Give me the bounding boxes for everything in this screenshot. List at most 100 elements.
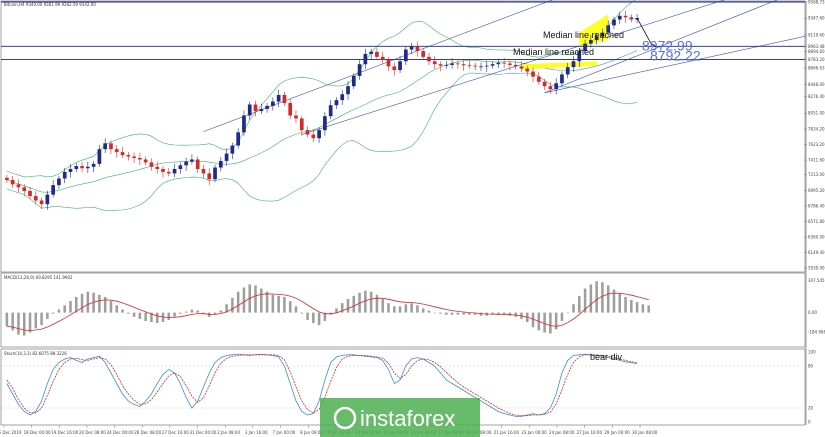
macd-bar	[51, 312, 55, 314]
candle-body	[91, 163, 96, 167]
candle-body	[10, 179, 15, 185]
time-tick-label: 24 Jan 08:00	[549, 430, 575, 435]
candle-body	[583, 43, 587, 52]
macd-axis: 307.545 0.00 -184.9660	[808, 278, 825, 335]
candle-body	[213, 167, 217, 180]
macd-bar	[358, 292, 361, 313]
stoch-axis: 100 80 20 0	[808, 350, 816, 425]
macd-bar	[421, 308, 425, 313]
macd-bar	[69, 301, 72, 313]
candle-body	[201, 168, 206, 174]
macd-bar	[260, 288, 263, 313]
macd-bar	[98, 294, 101, 313]
candle-body	[132, 156, 136, 159]
projection-arrow	[636, 17, 658, 48]
price-tick-label: 8783.20	[808, 57, 825, 62]
candle-body	[444, 64, 449, 66]
candle-body	[450, 63, 454, 65]
candle-body	[536, 76, 541, 82]
candle-body	[22, 187, 27, 191]
bollinger-upper	[6, 0, 636, 178]
candle-body	[126, 155, 131, 157]
candle-body	[218, 160, 223, 168]
stoch-tick-label: 0	[808, 420, 811, 425]
andrews-pitchfork	[203, 0, 806, 135]
candle-body	[51, 185, 55, 195]
macd-bar	[473, 312, 477, 315]
candle-body	[565, 67, 570, 75]
candle-body	[16, 184, 21, 188]
candle-body	[502, 62, 506, 64]
candle-body	[103, 143, 108, 150]
candle-body	[271, 101, 275, 106]
macd-bar	[236, 291, 240, 313]
macd-bar	[132, 312, 136, 317]
macd-bar	[450, 312, 454, 315]
time-tick-label: 27 Dec 16:00	[162, 430, 189, 435]
macd-signal-polyline	[6, 292, 649, 331]
candle-body	[288, 103, 293, 116]
time-tick-label: 2 Jan 08:00	[217, 430, 240, 435]
instaforex-watermark: instaforex	[320, 398, 480, 437]
price-tick-label: 7834.20	[808, 127, 825, 132]
macd-bar	[502, 312, 506, 315]
candle-body	[427, 56, 431, 62]
candle-body	[334, 100, 339, 106]
price-panel: Bitcoin,H4 9340.00 9361.99 9282.59 9342.…	[0, 0, 806, 273]
candle-body	[265, 105, 269, 109]
candle-body	[548, 86, 553, 90]
macd-bar	[28, 312, 32, 333]
candle-body	[525, 68, 530, 72]
macd-bar	[554, 312, 558, 330]
macd-bar	[445, 312, 448, 315]
candle-body	[80, 166, 84, 169]
candle-body	[155, 166, 160, 169]
time-tick-label: 19 Dec 16:00	[51, 430, 78, 435]
annotation-median-2: Median line reached	[513, 47, 594, 57]
candle-body	[409, 46, 414, 50]
macd-bar	[271, 294, 275, 313]
macd-tick-label: 0.00	[808, 310, 817, 315]
macd-bar	[288, 301, 292, 313]
stoch-tick-label: 80	[808, 364, 814, 369]
macd-bar	[300, 312, 304, 314]
macd-bar	[456, 312, 460, 315]
candle-body	[629, 17, 634, 20]
candle-body	[62, 171, 67, 179]
candle-body	[519, 66, 524, 69]
price-tick-label: 6149.40	[808, 250, 825, 255]
macd-bar	[346, 299, 350, 313]
macd-bar	[196, 310, 199, 313]
candle-body	[282, 94, 287, 104]
macd-bar	[340, 303, 344, 313]
macd-bar	[364, 290, 367, 313]
candle-body	[421, 51, 426, 57]
macd-bar	[624, 296, 627, 313]
candle-body	[617, 15, 622, 20]
level-label-upper: 8972.99	[642, 37, 693, 53]
symbol-header: Bitcoin,H4 9340.00 9361.99 9282.59 9342.…	[4, 2, 96, 7]
candle-body	[85, 166, 90, 169]
candle-body	[294, 115, 298, 119]
macd-bar	[635, 302, 639, 313]
macd-bar	[265, 291, 269, 313]
candle-body	[340, 94, 345, 101]
candle-body	[375, 51, 379, 57]
price-tick-label: 8051.00	[808, 111, 825, 116]
macd-bar	[155, 312, 159, 324]
candle-body	[230, 145, 235, 154]
price-tick-label: 9568.73	[808, 0, 825, 5]
candle-body	[554, 83, 559, 90]
macd-bar	[375, 294, 379, 313]
candle-body	[438, 64, 443, 66]
macd-bar	[127, 312, 130, 314]
macd-bar	[283, 296, 286, 313]
projection-line	[636, 17, 658, 47]
macd-bar	[40, 312, 43, 326]
candle-body	[247, 104, 252, 116]
macd-bar	[75, 296, 78, 313]
macd-bar	[416, 305, 419, 313]
macd-bar	[306, 312, 309, 320]
price-tick-label: 6360.00	[808, 235, 825, 240]
macd-header: MACD(12,26,9) 69.8295 141.9902	[4, 275, 73, 280]
